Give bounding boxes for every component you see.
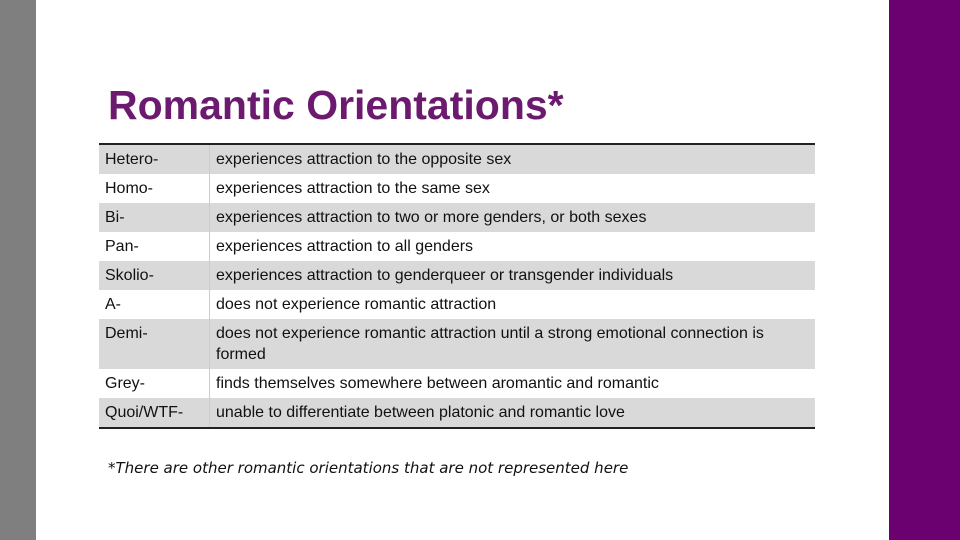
table-row: Grey-finds themselves somewhere between … bbox=[99, 369, 815, 398]
table-row: Pan-experiences attraction to all gender… bbox=[99, 232, 815, 261]
footnote: *There are other romantic orientations t… bbox=[108, 459, 629, 477]
definition-cell: finds themselves somewhere between aroma… bbox=[216, 375, 659, 392]
orientation-table: Hetero-experiences attraction to the opp… bbox=[99, 143, 815, 429]
definition-cell: experiences attraction to genderqueer or… bbox=[209, 261, 815, 290]
table-row: Quoi/WTF-unable to differentiate between… bbox=[99, 398, 815, 428]
term-cell: Skolio- bbox=[99, 261, 210, 290]
table-row: Demi-does not experience romantic attrac… bbox=[99, 319, 815, 369]
table-row: Hetero-experiences attraction to the opp… bbox=[99, 144, 815, 174]
table-row: Bi-experiences attraction to two or more… bbox=[99, 203, 815, 232]
definition-cell: experiences attraction to all genders bbox=[216, 238, 474, 255]
term-cell: Grey- bbox=[99, 369, 210, 398]
definition-cell: does not experience romantic attraction bbox=[216, 296, 497, 313]
table-row: Skolio-experiences attraction to genderq… bbox=[99, 261, 815, 290]
definition-cell: unable to differentiate between platonic… bbox=[209, 398, 815, 428]
definition-cell: experiences attraction to the opposite s… bbox=[209, 144, 815, 174]
term-cell: Homo- bbox=[99, 174, 210, 203]
term-cell: Pan- bbox=[99, 232, 210, 261]
term-cell: Hetero- bbox=[99, 144, 210, 174]
definition-cell: experiences attraction to the same sex bbox=[216, 180, 490, 197]
term-cell: Bi- bbox=[99, 203, 210, 232]
definition-cell: experiences attraction to two or more ge… bbox=[209, 203, 815, 232]
title: Romantic Orientations* bbox=[108, 82, 564, 128]
term-cell: Quoi/WTF- bbox=[99, 398, 210, 428]
table-row: Homo-experiences attraction to the same … bbox=[99, 174, 815, 203]
right-bar bbox=[889, 0, 960, 540]
definition-cell: does not experience romantic attraction … bbox=[209, 319, 815, 369]
table-row: A-does not experience romantic attractio… bbox=[99, 290, 815, 319]
left-bar bbox=[0, 0, 36, 540]
term-cell: A- bbox=[99, 290, 210, 319]
term-cell: Demi- bbox=[99, 319, 210, 369]
